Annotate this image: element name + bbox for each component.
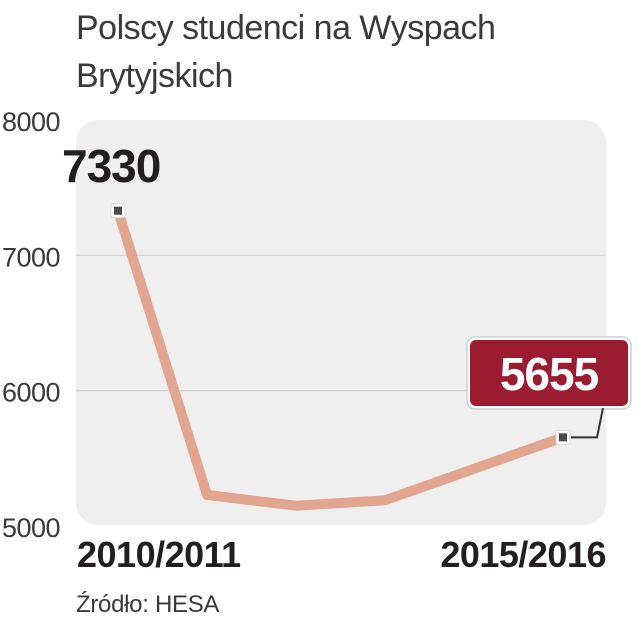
data-markers [110,203,571,445]
x-axis-ticks: 2010/2011 2015/2016 [77,534,607,575]
plot-background [76,120,606,525]
series-line [113,205,568,511]
y-tick-label-7000: 7000 [2,242,60,272]
label-leader-line [571,407,604,439]
highlight-box [470,340,628,406]
y-tick-label-8000: 8000 [2,107,60,137]
point-marker-dot-1 [559,433,567,442]
y-tick-label-6000: 6000 [2,378,60,408]
chart-title: Polscy studenci na Wyspach Brytyjskich [76,9,496,95]
x-tick-label-0: 2010/2011 [77,534,241,575]
data-label-0: 7330 [62,140,160,192]
series-path [113,205,568,511]
point-marker-dot-0 [114,206,122,215]
y-tick-label-5000: 5000 [2,513,60,543]
y-axis-ticks: 8000 7000 6000 5000 [2,107,61,543]
data-labels: 7330 5655 [62,140,632,439]
data-label-1: 5655 [500,348,599,400]
x-tick-label-1: 2015/2016 [440,534,606,575]
source-note: Źródło: HESA [76,591,220,618]
